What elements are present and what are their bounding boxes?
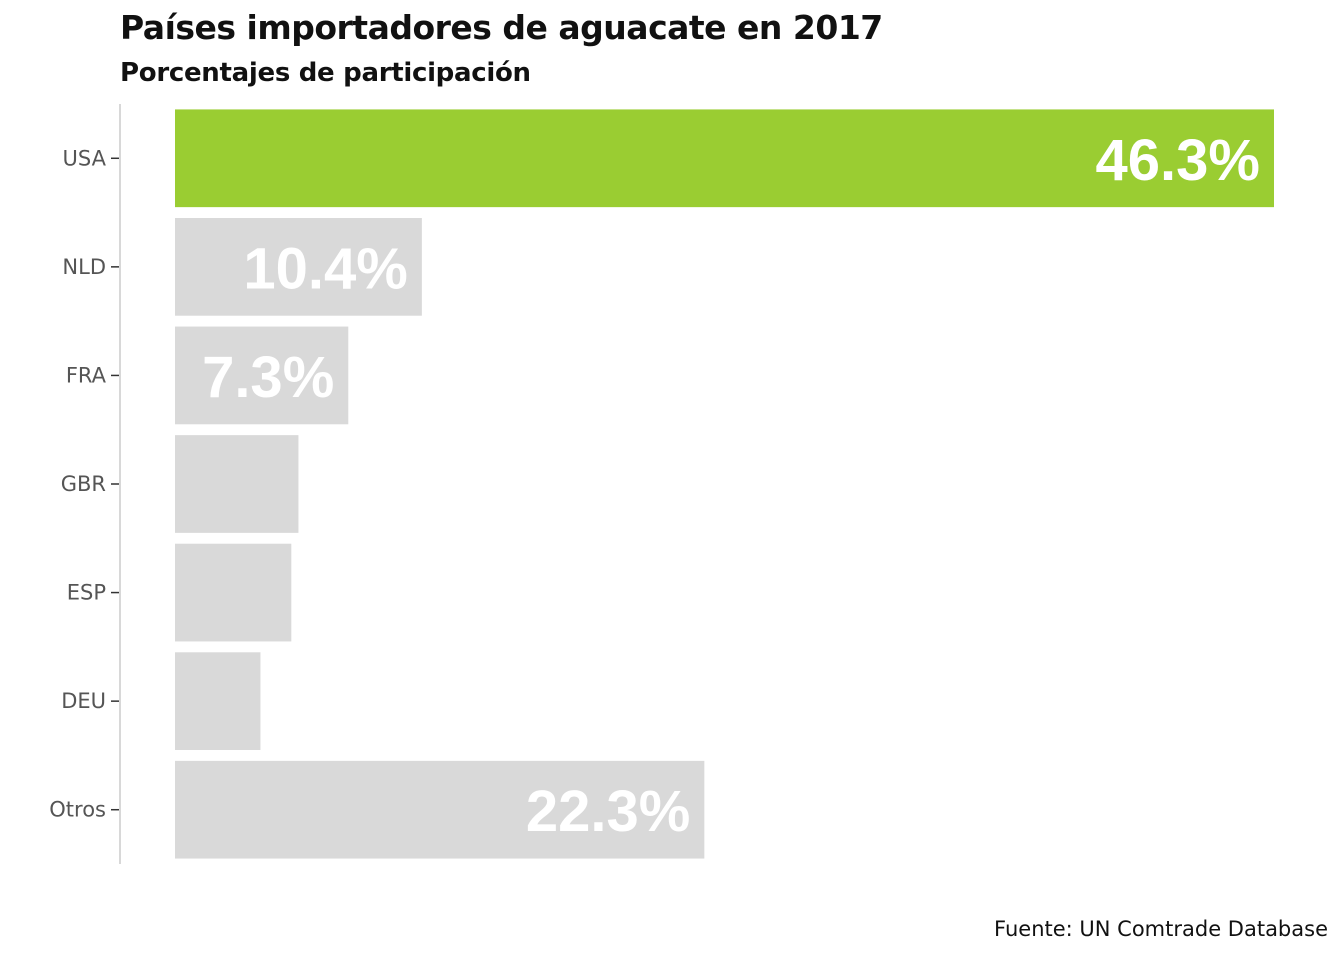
data-label-nld: 10.4% xyxy=(243,236,407,301)
data-label-fra: 7.3% xyxy=(202,345,334,410)
bar-fra xyxy=(175,326,349,425)
y-tick-label-nld: NLD xyxy=(62,255,106,279)
y-tick-label-fra: FRA xyxy=(66,363,107,387)
data-label-otros: 22.3% xyxy=(526,779,690,844)
y-tick-label-usa: USA xyxy=(63,146,107,170)
y-tick-label-gbr: GBR xyxy=(61,472,106,496)
bar-nld xyxy=(175,218,422,316)
bar-gbr xyxy=(175,435,299,533)
bar-usa xyxy=(175,109,1274,208)
bar-deu xyxy=(175,652,261,750)
y-tick-label-deu: DEU xyxy=(61,689,106,713)
data-label-usa: 46.3% xyxy=(1096,128,1260,193)
bar-otros xyxy=(175,760,705,859)
y-tick-label-esp: ESP xyxy=(67,581,106,605)
chart-subtitle: Porcentajes de participación xyxy=(120,58,531,88)
bar-esp xyxy=(175,543,292,642)
y-tick-label-otros: Otros xyxy=(49,798,106,822)
chart-title: Países importadores de aguacate en 2017 xyxy=(120,8,883,47)
source-caption: Fuente: UN Comtrade Database xyxy=(994,917,1328,941)
